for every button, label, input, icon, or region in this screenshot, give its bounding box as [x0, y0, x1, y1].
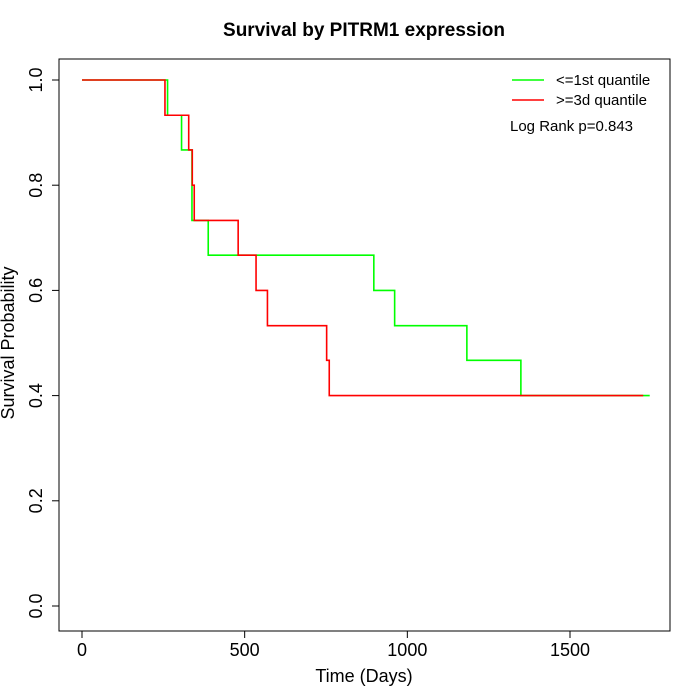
chart-title: Survival by PITRM1 expression: [223, 20, 505, 41]
x-tick-label: 0: [77, 640, 87, 660]
legend-label-1: <=1st quantile: [556, 72, 650, 89]
log-rank-annotation: Log Rank p=0.843: [510, 118, 633, 135]
series-layer: [82, 79, 650, 397]
y-tick-label: 0.0: [26, 593, 46, 618]
series-line-2: [82, 79, 644, 397]
legend: <=1st quantile >=3d quantile: [512, 72, 650, 109]
y-tick-label: 0.2: [26, 488, 46, 513]
x-tick-label: 1500: [550, 640, 590, 660]
y-tick-label: 0.6: [26, 278, 46, 303]
x-axis-label: Time (Days): [315, 666, 412, 686]
y-axis-label: Survival Probability: [0, 266, 18, 419]
y-tick-label: 0.4: [26, 383, 46, 408]
y-axis: 0.0 0.2 0.4 0.6 0.8 1.0: [26, 67, 60, 619]
plot-frame: [58, 58, 671, 632]
legend-label-2: >=3d quantile: [556, 92, 647, 109]
y-tick-label: 1.0: [26, 67, 46, 92]
x-tick-label: 1000: [387, 640, 427, 660]
x-tick-label: 500: [230, 640, 260, 660]
x-axis: 0 500 1000 1500: [77, 630, 590, 660]
y-tick-label: 0.8: [26, 173, 46, 198]
